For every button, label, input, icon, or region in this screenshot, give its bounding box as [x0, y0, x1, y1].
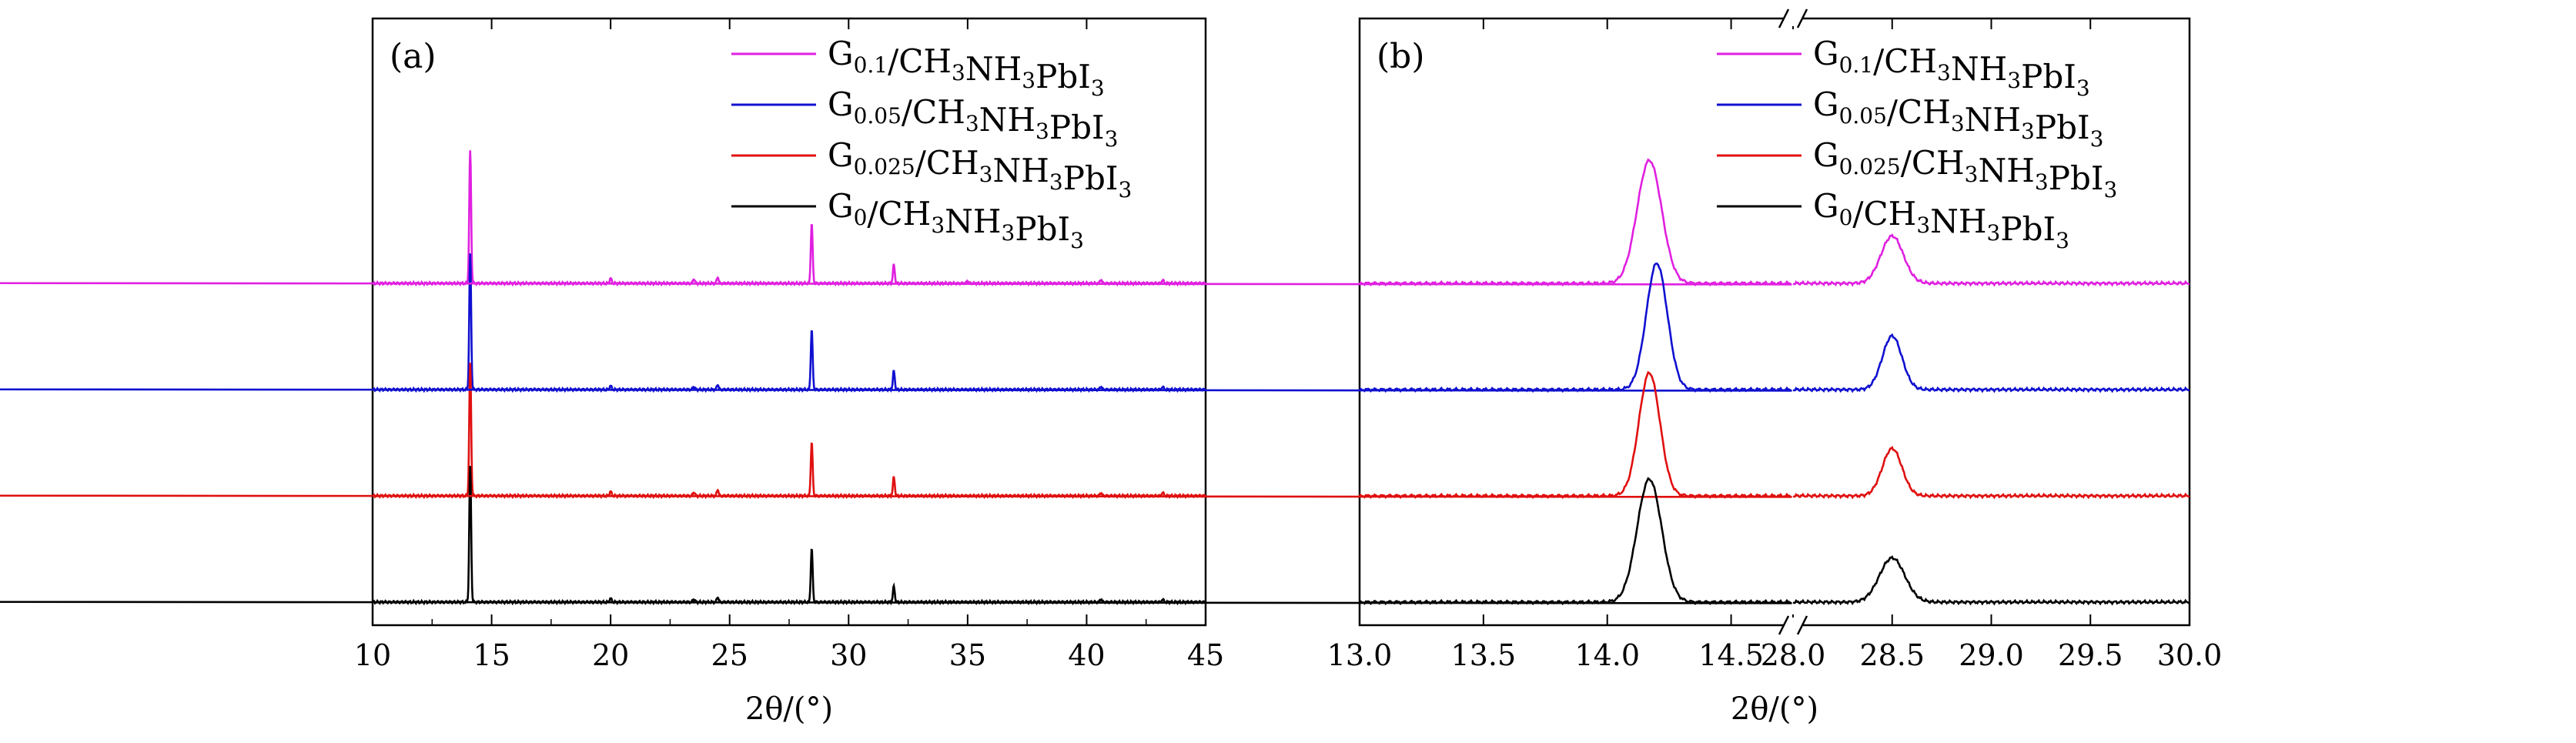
axis-break-mark	[1796, 8, 1808, 28]
x-tick-label: 28.0	[1761, 638, 1826, 672]
series-line	[1792, 555, 2190, 606]
x-tick-label: 25	[711, 638, 748, 672]
axis-break-mark	[1778, 615, 1790, 635]
panel-label: (a)	[390, 37, 437, 76]
x-tick-label: 14.5	[1698, 638, 1764, 672]
series-line	[372, 466, 1206, 606]
series-line	[372, 253, 1206, 393]
x-axis-title: 2θ/(°)	[745, 691, 833, 727]
legend-label: G0.025/CH3NH3PbI3	[1813, 136, 2117, 202]
legend-label: G0.025/CH3NH3PbI3	[828, 136, 1132, 202]
series-line	[1792, 445, 2190, 500]
series-line	[1792, 333, 2190, 393]
axis-break-gap	[1784, 11, 1802, 26]
panel-a: 10 15 20 25 30 35 40 45 2θ/(°) (a) G0.1/CH3NH3PbI3…	[354, 17, 1224, 727]
x-tick-label: 13.5	[1451, 638, 1517, 672]
legend-label: G0.05/CH3NH3PbI3	[1813, 85, 2103, 152]
x-tick-label: 30	[830, 638, 867, 672]
x-tick-label: 29.0	[1959, 638, 2024, 672]
panel-label: (b)	[1377, 37, 1425, 76]
series-line	[0, 158, 1792, 287]
axis-break-mark	[1796, 615, 1808, 635]
plot-frame	[1358, 17, 2191, 627]
x-axis-title: 2θ/(°)	[1731, 691, 1818, 727]
series-line	[0, 370, 1792, 500]
x-tick-label: 29.5	[2058, 638, 2123, 672]
x-tick-label: 15	[473, 638, 510, 672]
x-tick-label: 30.0	[2157, 638, 2223, 672]
legend-label: G0.05/CH3NH3PbI3	[828, 85, 1118, 152]
x-tick-label: 10	[354, 638, 391, 672]
legend-label: G0/CH3NH3PbI3	[828, 187, 1084, 253]
legend-label: G0.1/CH3NH3PbI3	[1813, 35, 2090, 101]
legend-label: G0.1/CH3NH3PbI3	[828, 35, 1105, 101]
x-tick-label: 20	[592, 638, 629, 672]
series-line	[372, 363, 1206, 500]
x-tick-label: 40	[1068, 638, 1105, 672]
x-tick-label: 35	[949, 638, 986, 672]
legend-label: G0/CH3NH3PbI3	[1813, 187, 2069, 253]
x-tick-label: 14.0	[1574, 638, 1640, 672]
x-tick-label: 45	[1187, 638, 1224, 672]
series-line	[1792, 233, 2190, 287]
axis-break-gap	[1784, 617, 1802, 633]
axis-break-mark	[1778, 8, 1790, 28]
x-tick-label: 13.0	[1327, 638, 1393, 672]
panel-b: 13.0 13.5 14.0 14.528.0 28.5 29.0 29.5 30.0 2θ/(…	[0, 8, 2223, 727]
series-line	[0, 262, 1792, 393]
x-tick-label: 28.5	[1859, 638, 1925, 672]
series-line	[0, 477, 1792, 606]
